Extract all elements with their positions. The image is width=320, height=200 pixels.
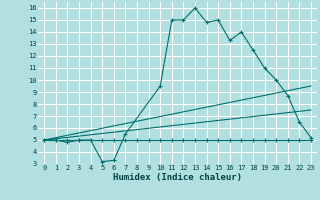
X-axis label: Humidex (Indice chaleur): Humidex (Indice chaleur) (113, 173, 242, 182)
